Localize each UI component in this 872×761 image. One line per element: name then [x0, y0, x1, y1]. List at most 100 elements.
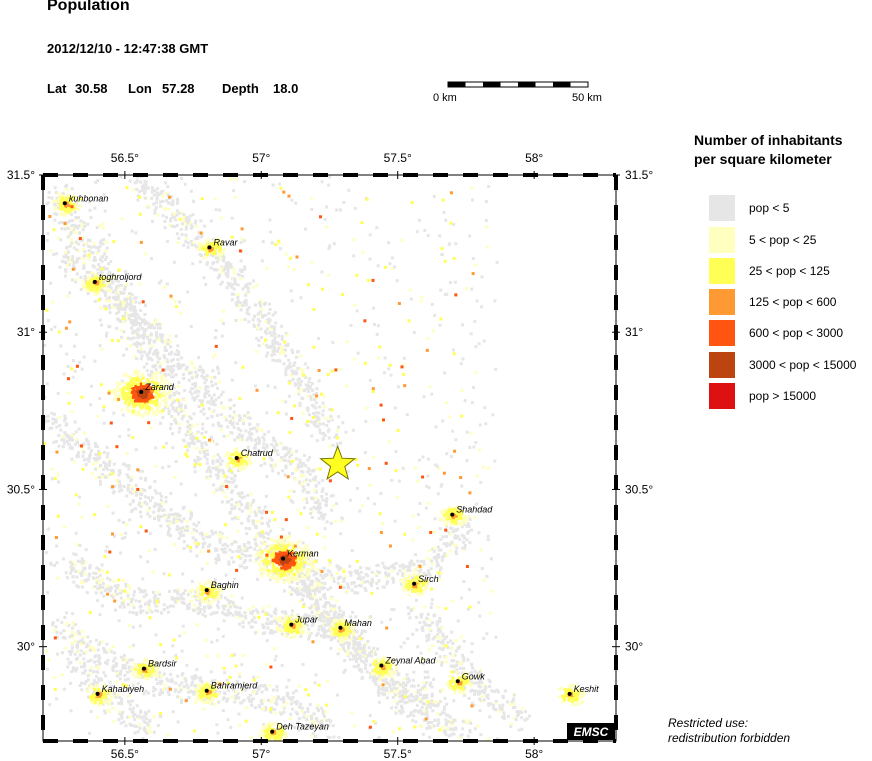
legend-label: 25 < pop < 125 — [749, 264, 830, 278]
city-marker: Jupar — [289, 615, 319, 627]
lat-label: Lat — [47, 81, 67, 96]
city-label: Kahabiyeh — [102, 684, 145, 694]
scale-end-label: 50 km — [572, 92, 602, 104]
city-dot-icon — [139, 389, 144, 394]
city-label: Jupar — [294, 615, 319, 625]
city-marker: Zarand — [139, 382, 175, 394]
city-dot-icon — [338, 625, 343, 630]
city-label: Keshit — [574, 684, 600, 694]
lat-tick-label-right: 30.5° — [625, 482, 653, 496]
city-label: Bardsir — [148, 659, 178, 669]
city-label: Baghin — [211, 580, 239, 590]
city-dot-icon — [92, 279, 97, 284]
lon-tick-label-bottom: 57.5° — [384, 747, 412, 761]
city-dot-icon — [204, 588, 209, 593]
legend-label: pop > 15000 — [749, 389, 817, 403]
city-label: toghroljord — [99, 272, 143, 282]
legend-label: 125 < pop < 600 — [749, 295, 837, 309]
city-label: Deh Tazeyan — [276, 722, 329, 732]
lat-tick-label-left: 31° — [17, 325, 35, 339]
city-label: Mahan — [344, 618, 372, 628]
city-marker: Gowk — [455, 671, 485, 684]
city-dot-icon — [379, 663, 384, 668]
city-label: Bahramjerd — [211, 681, 259, 691]
city-marker: Kahabiyeh — [95, 684, 145, 696]
city-label: Zeynal Abad — [384, 656, 436, 666]
city-dot-icon — [234, 456, 239, 460]
epicenter-star-icon — [319, 444, 357, 481]
city-marker: Keshit — [567, 684, 600, 696]
lon-tick-label-top: 58° — [525, 151, 543, 165]
lon-tick-label-bottom: 58° — [525, 747, 543, 761]
scale-start-label: 0 km — [433, 92, 457, 104]
legend-swatch — [709, 320, 735, 346]
restricted-line2: redistribution forbidden — [668, 731, 791, 745]
city-dot-icon — [450, 512, 455, 517]
legend-swatch — [709, 383, 735, 409]
emsc-watermark: EMSC — [567, 723, 615, 740]
city-label: kuhbonan — [69, 193, 109, 203]
map-frame — [41, 173, 618, 743]
depth-value: 18.0 — [273, 81, 299, 96]
city-label: Shahdad — [456, 505, 493, 515]
lat-tick-label-left: 30° — [17, 640, 35, 654]
legend-swatch — [709, 289, 735, 315]
city-marker: Chatrud — [234, 448, 274, 460]
legend-label: 600 < pop < 3000 — [749, 326, 844, 340]
city-label: Kerman — [287, 549, 319, 559]
lat-value: 30.58 — [75, 81, 108, 96]
city-dot-icon — [412, 581, 417, 586]
lon-label: Lon — [128, 81, 152, 96]
lat-tick-label-left: 31.5° — [7, 168, 35, 182]
legend-swatch — [709, 258, 735, 284]
city-dot-icon — [270, 729, 275, 734]
restricted-line1: Restricted use: — [668, 716, 749, 730]
legend-title-line1: Number of inhabitants — [694, 132, 843, 148]
legend-swatch — [709, 195, 735, 221]
city-marker: Bahramjerd — [204, 681, 259, 693]
city-dot-icon — [207, 245, 212, 250]
lat-tick-label-right: 30° — [625, 640, 643, 654]
depth-label: Depth — [222, 81, 259, 96]
city-dot-icon — [204, 688, 209, 693]
city-dot-icon — [141, 666, 146, 671]
city-label: Chatrud — [241, 448, 274, 458]
legend-label: pop < 5 — [749, 201, 790, 215]
event-datetime: 2012/12/10 - 12:47:38 GMT — [47, 41, 209, 56]
map-ticks: 56.5° 56.5° 57° 57° 57.5° 57.5° 58° 58° 31.5° 31.… — [7, 151, 654, 761]
lat-tick-label-left: 30.5° — [7, 482, 35, 496]
city-marker: Mahan — [338, 618, 372, 630]
scale-bar — [447, 81, 589, 88]
lon-tick-label-top: 57.5° — [384, 151, 412, 165]
city-dot-icon — [289, 622, 294, 627]
legend-label: 5 < pop < 25 — [749, 233, 817, 247]
city-marker: Baghin — [204, 580, 239, 593]
restricted-notice: Restricted use: redistribution forbidden — [668, 716, 790, 746]
population-density-layer — [43, 175, 586, 741]
city-marker: Kerman — [281, 549, 319, 561]
city-dot-icon — [95, 691, 100, 696]
legend-title-line2: per square kilometer — [694, 151, 832, 167]
legend-label: 3000 < pop < 15000 — [749, 358, 857, 372]
city-dot-icon — [567, 691, 572, 696]
city-labels: kuhbonan Ravar toghroljord Zarand Chatrud Sha… — [62, 193, 600, 734]
city-marker: Deh Tazeyan — [270, 722, 329, 734]
city-marker: toghroljord — [92, 272, 143, 284]
page-title: Population — [47, 0, 130, 14]
city-label: Ravar — [213, 237, 238, 247]
city-dot-icon — [281, 556, 286, 561]
city-dot-icon — [455, 679, 460, 684]
lon-tick-label-bottom: 56.5° — [111, 747, 139, 761]
legend-title: Number of inhabitants per square kilomet… — [694, 131, 843, 169]
city-marker: Sirch — [412, 574, 439, 586]
city-marker: Shahdad — [450, 505, 493, 517]
city-marker: Ravar — [207, 237, 238, 250]
emsc-logo-text: EMSC — [574, 725, 609, 739]
legend-swatch — [709, 352, 735, 378]
city-marker: Zeynal Abad — [379, 656, 437, 668]
city-marker: Bardsir — [141, 659, 178, 671]
city-dot-icon — [62, 201, 67, 206]
city-marker: kuhbonan — [62, 193, 109, 206]
lat-tick-label-right: 31° — [625, 325, 643, 339]
